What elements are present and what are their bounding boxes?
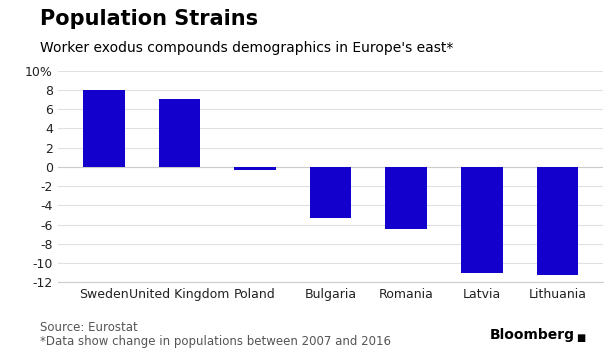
Text: Worker exodus compounds demographics in Europe's east*: Worker exodus compounds demographics in … bbox=[40, 41, 453, 55]
Bar bbox=[386, 167, 427, 229]
Bar bbox=[310, 167, 351, 218]
Bar bbox=[83, 90, 125, 167]
Bar bbox=[536, 167, 578, 275]
Text: *Data show change in populations between 2007 and 2016: *Data show change in populations between… bbox=[40, 335, 391, 348]
Text: Source: Eurostat: Source: Eurostat bbox=[40, 321, 138, 334]
Text: ■: ■ bbox=[576, 333, 585, 343]
Text: Bloomberg: Bloomberg bbox=[490, 328, 575, 342]
Text: Population Strains: Population Strains bbox=[40, 9, 258, 29]
Bar bbox=[461, 167, 502, 273]
Bar bbox=[234, 167, 276, 170]
Bar bbox=[159, 100, 200, 167]
